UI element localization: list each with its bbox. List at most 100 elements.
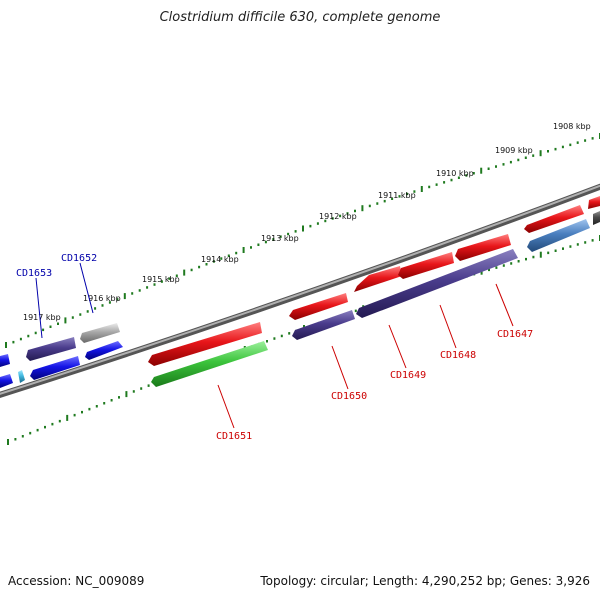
- gene-label-cd1649[interactable]: CD1649: [390, 370, 426, 381]
- major-tick: [123, 293, 126, 300]
- minor-tick: [569, 143, 572, 147]
- gene-arrow-red[interactable]: [148, 322, 262, 366]
- gene-arrow-blue[interactable]: [85, 341, 123, 360]
- gene-label-cd1647[interactable]: CD1647: [497, 329, 533, 340]
- ruler-label: 1914 kbp: [201, 255, 239, 264]
- major-tick: [125, 391, 128, 398]
- gene-arrow-purple[interactable]: [292, 310, 355, 340]
- minor-tick: [101, 304, 104, 307]
- minor-tick: [472, 172, 475, 175]
- minor-tick: [36, 428, 39, 432]
- gene-arrow-steel[interactable]: [527, 219, 590, 252]
- gene-arrow-red[interactable]: [455, 234, 511, 261]
- minor-tick: [95, 405, 98, 408]
- minor-tick: [354, 209, 356, 213]
- gene-arrow-red[interactable]: [588, 196, 600, 209]
- minor-tick: [517, 158, 520, 162]
- gene-arrow-blue[interactable]: [30, 356, 80, 380]
- reverse-gene-track: [0, 211, 600, 388]
- minor-tick: [273, 337, 276, 340]
- minor-tick: [279, 235, 282, 238]
- minor-tick: [443, 181, 446, 184]
- minor-tick: [19, 337, 22, 341]
- major-tick: [5, 342, 7, 348]
- minor-tick: [168, 277, 171, 280]
- minor-tick: [27, 334, 30, 338]
- major-tick: [242, 247, 245, 253]
- minor-tick: [116, 298, 119, 301]
- minor-tick: [532, 154, 535, 157]
- gene-arrow-cyan[interactable]: [18, 370, 25, 383]
- minor-tick: [138, 289, 141, 292]
- gene-label-cd1651[interactable]: CD1651: [216, 431, 252, 442]
- minor-tick: [495, 165, 497, 168]
- major-tick: [183, 269, 186, 276]
- gene-arrow-purple[interactable]: [26, 337, 76, 361]
- gene-arrow-red[interactable]: [398, 252, 454, 279]
- gene-arrow-blue[interactable]: [0, 354, 10, 367]
- minor-tick: [509, 160, 512, 164]
- minor-tick: [288, 332, 291, 335]
- gene-label-cd1653[interactable]: CD1653: [16, 268, 52, 279]
- gene-arrow-red[interactable]: [524, 205, 584, 233]
- gene-arrow-blue[interactable]: [0, 374, 13, 388]
- major-tick: [539, 251, 542, 258]
- minor-tick: [220, 257, 223, 260]
- minor-tick: [132, 390, 135, 393]
- minor-tick: [287, 232, 290, 236]
- minor-tick: [153, 283, 156, 286]
- minor-tick: [562, 247, 564, 250]
- gene-label-cd1650[interactable]: CD1650: [331, 391, 367, 402]
- minor-tick: [81, 410, 83, 414]
- gene-arrow-gray[interactable]: [80, 323, 120, 343]
- minor-tick: [49, 325, 52, 328]
- major-tick: [539, 150, 542, 157]
- gene-arrow-red[interactable]: [354, 266, 402, 292]
- minor-tick: [58, 419, 61, 423]
- ruler-label: 1916 kbp: [83, 294, 121, 303]
- minor-tick: [103, 402, 106, 405]
- minor-tick: [160, 280, 163, 283]
- genome-backbone-highlight: [0, 184, 600, 395]
- minor-tick: [591, 137, 594, 140]
- minor-tick: [175, 274, 178, 277]
- minor-tick: [57, 322, 59, 325]
- gene-label-cd1652[interactable]: CD1652: [61, 253, 97, 264]
- minor-tick: [554, 147, 557, 151]
- major-tick: [64, 317, 67, 324]
- minor-tick: [280, 334, 283, 338]
- minor-tick: [406, 192, 408, 196]
- gene-label-cd1648[interactable]: CD1648: [440, 350, 476, 361]
- gene-arrow-red[interactable]: [289, 293, 348, 320]
- minor-tick: [147, 384, 150, 387]
- minor-tick: [547, 251, 550, 255]
- minor-tick: [576, 141, 579, 144]
- ruler-label: 1912 kbp: [319, 212, 357, 221]
- minor-tick: [146, 286, 149, 289]
- minor-tick: [235, 251, 238, 255]
- minor-tick: [110, 399, 113, 402]
- gene-arrow-dark[interactable]: [593, 211, 600, 225]
- gene-label-leaders: [35, 262, 514, 429]
- minor-tick: [44, 425, 46, 429]
- minor-tick: [108, 301, 111, 304]
- gene-arrow-green[interactable]: [151, 341, 268, 387]
- minor-tick: [212, 260, 215, 263]
- minor-tick: [198, 265, 201, 269]
- minor-tick: [51, 422, 54, 426]
- gene-arrow-purple[interactable]: [356, 249, 518, 318]
- minor-tick: [272, 238, 275, 241]
- ruler-label: 1909 kbp: [495, 146, 533, 155]
- minor-tick: [487, 167, 490, 170]
- minor-tick: [309, 224, 312, 228]
- minor-tick: [413, 190, 416, 193]
- minor-tick: [495, 266, 498, 269]
- minor-tick: [88, 407, 91, 411]
- minor-tick: [502, 264, 505, 267]
- minor-tick: [465, 174, 468, 177]
- minor-tick: [250, 246, 252, 249]
- major-tick: [7, 439, 9, 445]
- ruler-labels: 1908 kbp 1909 kbp 1910 kbp 1911 kbp 1912…: [23, 122, 591, 322]
- minor-tick: [457, 176, 460, 179]
- minor-tick: [34, 331, 37, 335]
